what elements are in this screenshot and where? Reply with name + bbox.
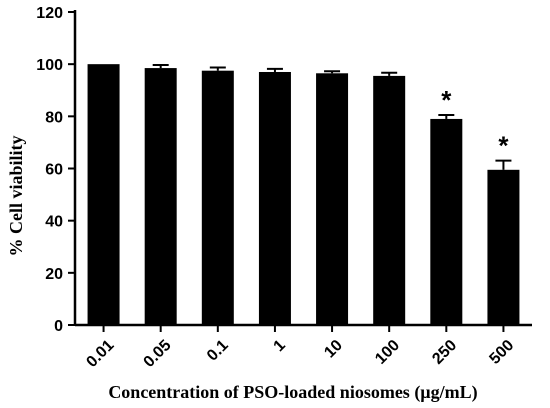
significance-marker: * bbox=[498, 131, 509, 161]
x-axis bbox=[75, 323, 532, 332]
y-tick-label: 120 bbox=[36, 5, 63, 22]
x-tick-label: 500 bbox=[486, 337, 517, 368]
y-tick-label: 60 bbox=[45, 162, 63, 179]
y-tick-label: 20 bbox=[45, 266, 63, 283]
y-tick-label: 80 bbox=[45, 109, 63, 126]
x-axis-title: Concentration of PSO-loaded niosomes (µg… bbox=[108, 382, 477, 403]
y-axis-title: % Cell viability bbox=[6, 136, 26, 257]
bar-0.1 bbox=[201, 70, 234, 325]
x-tick-label: 250 bbox=[429, 337, 460, 368]
bar-1 bbox=[258, 71, 291, 325]
x-tick-label: 0.05 bbox=[141, 337, 175, 371]
x-tick-label: 1 bbox=[271, 337, 289, 355]
x-tick-label: 0.01 bbox=[83, 337, 117, 371]
y-tick-label: 40 bbox=[45, 214, 63, 231]
x-tick-label: 100 bbox=[372, 337, 403, 368]
bar-0.01 bbox=[87, 64, 120, 326]
bar-500 bbox=[487, 169, 520, 325]
bar-100 bbox=[373, 75, 406, 325]
x-tick-label: 10 bbox=[321, 337, 346, 362]
y-axis bbox=[68, 10, 77, 326]
significance-marker: * bbox=[441, 85, 452, 115]
y-tick-label: 0 bbox=[54, 318, 63, 335]
bar-250 bbox=[430, 118, 463, 325]
bar-0.05 bbox=[144, 68, 177, 326]
bar-10 bbox=[316, 73, 349, 325]
y-tick-label: 100 bbox=[36, 57, 63, 74]
bars bbox=[87, 63, 520, 326]
x-tick-label: 0.1 bbox=[204, 337, 232, 365]
tick-labels: 0 20 40 60 80 100 120 0.01 0.05 0.1 1 10 100 * 250 * 500 bbox=[36, 5, 517, 371]
